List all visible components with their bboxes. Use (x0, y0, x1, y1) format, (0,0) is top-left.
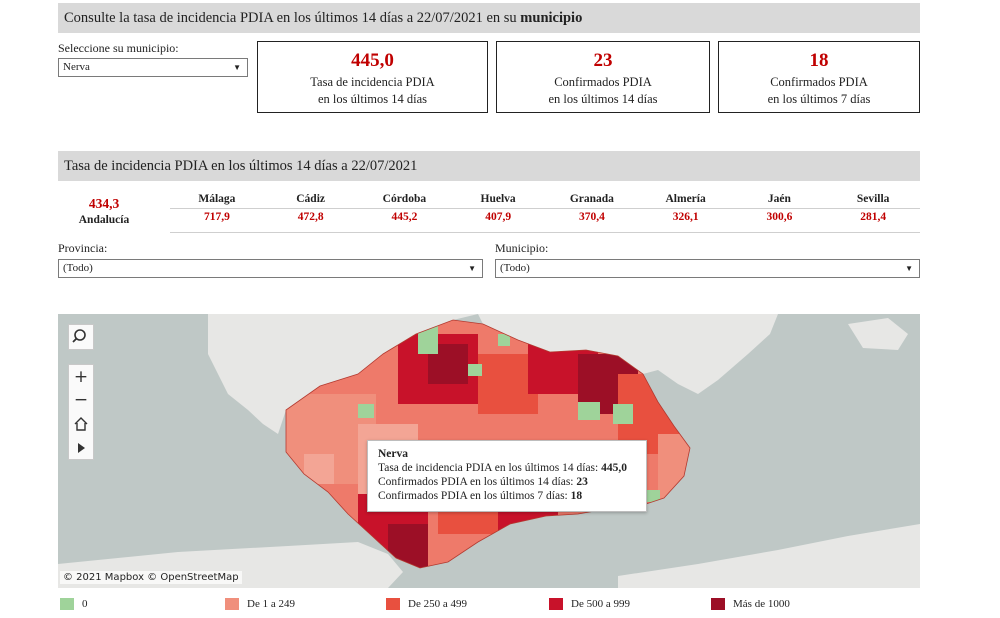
land-portugal (208, 314, 478, 434)
tooltip-row: Confirmados PDIA en los últimos 7 días: … (378, 490, 583, 502)
legend-label: Más de 1000 (733, 598, 790, 610)
legend-item: De 500 a 999 (549, 598, 630, 610)
legend-item: De 1 a 249 (225, 598, 295, 610)
municipio-filter-select[interactable]: (Todo) ▼ (495, 259, 920, 278)
legend-label: 0 (82, 598, 88, 610)
municipio-select[interactable]: Nerva ▼ (58, 58, 248, 77)
map-search-button[interactable] (68, 324, 94, 350)
province-name: Málaga (198, 193, 236, 205)
kpi-value: 23 (593, 50, 613, 71)
province-value: 717,9 (203, 211, 230, 223)
legend-swatch (386, 598, 400, 610)
kpi-caption-line2: en los últimos 7 días (767, 92, 871, 106)
zoom-out-icon: − (73, 390, 89, 410)
zoom-in-icon: + (73, 367, 89, 387)
page-title-bold: municipio (520, 10, 583, 26)
kpi-value: 445,0 (351, 50, 394, 71)
map-tooltip: Nerva Tasa de incidencia PDIA en los últ… (367, 440, 647, 512)
province-column: Córdoba 445,2 (358, 193, 452, 223)
legend-swatch (549, 598, 563, 610)
legend-label: De 500 a 999 (571, 598, 630, 610)
province-column: Cádiz 472,8 (264, 193, 358, 223)
land-iberia-east (478, 314, 778, 394)
province-value: 370,4 (578, 211, 605, 223)
province-value: 407,9 (485, 211, 512, 223)
province-name: Jaén (767, 193, 791, 205)
zoom-out-button[interactable]: − (69, 389, 93, 413)
kpi-caption-line1: Confirmados PDIA (770, 75, 868, 89)
page-title-text: Consulte la tasa de incidencia PDIA en l… (64, 10, 521, 26)
kpi-card-confirmados-14: 23 Confirmados PDIA en los últimos 14 dí… (496, 41, 710, 113)
province-name: Cádiz (296, 193, 325, 205)
home-icon (74, 417, 88, 431)
section-title-text: Tasa de incidencia PDIA en los últimos 1… (64, 158, 418, 174)
tooltip-row: Tasa de incidencia PDIA en los últimos 1… (378, 462, 627, 474)
province-value: 472,8 (297, 211, 324, 223)
page-title: Consulte la tasa de incidencia PDIA en l… (58, 3, 920, 33)
map-nav-controls: + − (68, 364, 94, 460)
municipio-filter-label: Municipio: (495, 241, 549, 255)
play-button[interactable] (69, 437, 93, 461)
map-attribution[interactable]: © 2021 Mapbox © OpenStreetMap (60, 571, 242, 584)
provincia-select-value: (Todo) (63, 262, 93, 274)
province-column: Almería 326,1 (639, 193, 733, 223)
legend-item: De 250 a 499 (386, 598, 467, 610)
kpi-caption-line2: en los últimos 14 días (548, 92, 658, 106)
legend-item: Más de 1000 (711, 598, 790, 610)
incidence-map[interactable]: + − Nerva Tasa de incidencia PDIA en los… (58, 314, 920, 588)
kpi-card-confirmados-7: 18 Confirmados PDIA en los últimos 7 día… (718, 41, 920, 113)
play-icon (78, 443, 85, 453)
legend-label: De 1 a 249 (247, 598, 295, 610)
map-legend: 0 De 1 a 249 De 250 a 499 De 500 a 999 M… (60, 598, 920, 614)
andalucia-outline (285, 319, 691, 569)
municipio-filter-value: (Todo) (500, 262, 530, 274)
chevron-down-icon: ▼ (468, 264, 476, 273)
provincia-select[interactable]: (Todo) ▼ (58, 259, 483, 278)
tooltip-title: Nerva (378, 448, 409, 460)
province-value: 281,4 (860, 211, 887, 223)
province-name: Córdoba (382, 193, 427, 205)
land-africa-east (618, 524, 920, 588)
province-name: Almería (665, 193, 706, 205)
province-table: Málaga 717,9 Cádiz 472,8 Córdoba 445,2 Huel… (170, 193, 920, 233)
legend-label: De 250 a 499 (408, 598, 467, 610)
kpi-caption-line2: en los últimos 14 días (317, 92, 428, 106)
home-button[interactable] (69, 413, 93, 437)
province-name: Granada (569, 193, 614, 205)
kpi-caption-line1: Tasa de incidencia PDIA (310, 75, 435, 89)
chevron-down-icon: ▼ (233, 63, 241, 72)
provincia-filter-label: Provincia: (58, 241, 108, 255)
province-column: Jaén 300,6 (733, 193, 827, 223)
municipio-select-value: Nerva (63, 61, 90, 73)
legend-swatch (60, 598, 74, 610)
province-value: 326,1 (672, 211, 699, 223)
province-value: 300,6 (766, 211, 793, 223)
province-column: Huelva 407,9 (451, 193, 545, 223)
kpi-card-tasa: 445,0 Tasa de incidencia PDIA en los últ… (257, 41, 488, 113)
zoom-in-button[interactable]: + (69, 365, 93, 389)
province-name: Sevilla (856, 193, 890, 205)
andalucia-summary: 434,3 Andalucía (58, 196, 150, 226)
province-column: Granada 370,4 (545, 193, 639, 223)
kpi-caption-line1: Confirmados PDIA (554, 75, 652, 89)
section-title: Tasa de incidencia PDIA en los últimos 1… (58, 151, 920, 181)
province-name: Huelva (480, 193, 516, 205)
kpi-value: 18 (809, 50, 829, 71)
chevron-down-icon: ▼ (905, 264, 913, 273)
andalucia-value: 434,3 (88, 196, 120, 211)
legend-swatch (225, 598, 239, 610)
land-islands (848, 318, 908, 350)
province-column: Sevilla 281,4 (826, 193, 920, 223)
tooltip-row: Confirmados PDIA en los últimos 14 días:… (378, 476, 588, 488)
legend-item: 0 (60, 598, 88, 610)
search-icon (72, 329, 86, 343)
municipio-selector-label: Seleccione su municipio: (58, 41, 179, 55)
legend-swatch (711, 598, 725, 610)
province-value: 445,2 (391, 211, 418, 223)
andalucia-label: Andalucía (78, 214, 130, 226)
province-column: Málaga 717,9 (170, 193, 264, 223)
